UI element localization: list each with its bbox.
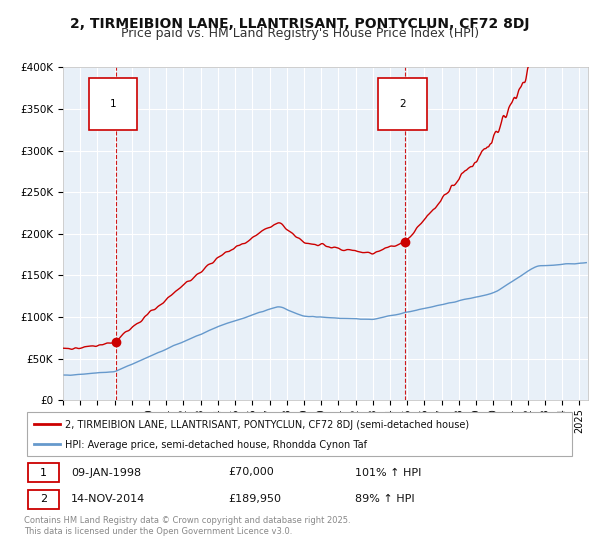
Text: Price paid vs. HM Land Registry's House Price Index (HPI): Price paid vs. HM Land Registry's House …: [121, 27, 479, 40]
Text: 2: 2: [399, 99, 406, 109]
FancyBboxPatch shape: [28, 463, 59, 482]
Text: 14-NOV-2014: 14-NOV-2014: [71, 494, 145, 504]
Text: 1: 1: [40, 468, 47, 478]
Text: 101% ↑ HPI: 101% ↑ HPI: [355, 468, 422, 478]
Text: 2, TIRMEIBION LANE, LLANTRISANT, PONTYCLUN, CF72 8DJ (semi-detached house): 2, TIRMEIBION LANE, LLANTRISANT, PONTYCL…: [65, 420, 470, 430]
Text: Contains HM Land Registry data © Crown copyright and database right 2025.
This d: Contains HM Land Registry data © Crown c…: [24, 516, 350, 536]
FancyBboxPatch shape: [28, 489, 59, 508]
Text: 2, TIRMEIBION LANE, LLANTRISANT, PONTYCLUN, CF72 8DJ: 2, TIRMEIBION LANE, LLANTRISANT, PONTYCL…: [70, 17, 530, 31]
Text: £189,950: £189,950: [228, 494, 281, 504]
Text: 1: 1: [110, 99, 116, 109]
Text: HPI: Average price, semi-detached house, Rhondda Cynon Taf: HPI: Average price, semi-detached house,…: [65, 440, 367, 450]
FancyBboxPatch shape: [27, 413, 572, 455]
Text: 09-JAN-1998: 09-JAN-1998: [71, 468, 141, 478]
Text: 89% ↑ HPI: 89% ↑ HPI: [355, 494, 415, 504]
Text: 2: 2: [40, 494, 47, 504]
Text: £70,000: £70,000: [228, 468, 274, 478]
